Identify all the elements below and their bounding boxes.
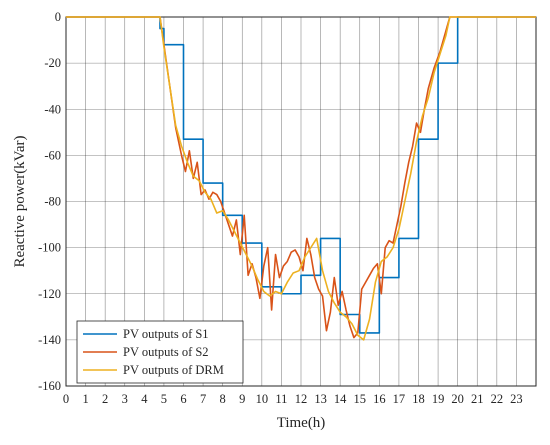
legend-label: PV outputs of S1: [123, 327, 209, 341]
y-tick-label: -60: [44, 148, 61, 162]
legend-label: PV outputs of DRM: [123, 363, 224, 377]
x-tick-label: 1: [82, 392, 88, 406]
series-line-1: [66, 16, 536, 334]
x-axis-label: Time(h): [277, 415, 326, 431]
x-tick-label: 2: [102, 392, 108, 406]
x-tick-label: 12: [295, 392, 308, 406]
x-tick-label: 9: [239, 392, 245, 406]
y-tick-label: -40: [44, 102, 61, 116]
x-tick-label: 0: [63, 392, 69, 406]
y-tick-label: -140: [38, 333, 61, 347]
x-tick-label: 15: [354, 392, 367, 406]
y-tick-label: -100: [38, 241, 61, 255]
x-tick-label: 7: [200, 392, 206, 406]
x-tick-label: 3: [122, 392, 128, 406]
legend-label: PV outputs of S2: [123, 345, 209, 359]
x-tick-label: 6: [180, 392, 186, 406]
x-tick-label: 14: [334, 392, 347, 406]
x-tick-label: 11: [275, 392, 287, 406]
x-tick-label: 17: [393, 392, 406, 406]
x-tick-label: 22: [491, 392, 504, 406]
series-layer: [66, 16, 536, 341]
y-tick-label: 0: [55, 10, 61, 24]
y-tick-label: -80: [44, 195, 61, 209]
y-tick-label: -160: [38, 379, 61, 393]
x-tick-label: 5: [161, 392, 167, 406]
legend: PV outputs of S1 PV outputs of S2 PV outpu…: [76, 320, 244, 384]
y-tick-label: -20: [44, 56, 61, 70]
x-tick-label: 16: [373, 392, 386, 406]
x-tick-label: 8: [220, 392, 226, 406]
y-axis-label: Reactive power(kVar): [12, 135, 28, 267]
x-tick-label: 23: [510, 392, 523, 406]
plot-area: [65, 16, 537, 387]
axis-ticks: 0 1 2 3 4 5 6 7 8 9 10 11 12 13 14 15 16 17 18 19 20 21 22 230-…: [38, 10, 523, 406]
x-tick-label: 20: [451, 392, 464, 406]
x-tick-label: 10: [256, 392, 269, 406]
x-tick-label: 21: [471, 392, 484, 406]
y-tick-label: -120: [38, 287, 61, 301]
x-tick-label: 4: [141, 392, 148, 406]
series-line-3: [66, 16, 536, 341]
x-tick-label: 19: [432, 392, 445, 406]
x-tick-label: 13: [314, 392, 327, 406]
x-tick-label: 18: [412, 392, 425, 406]
